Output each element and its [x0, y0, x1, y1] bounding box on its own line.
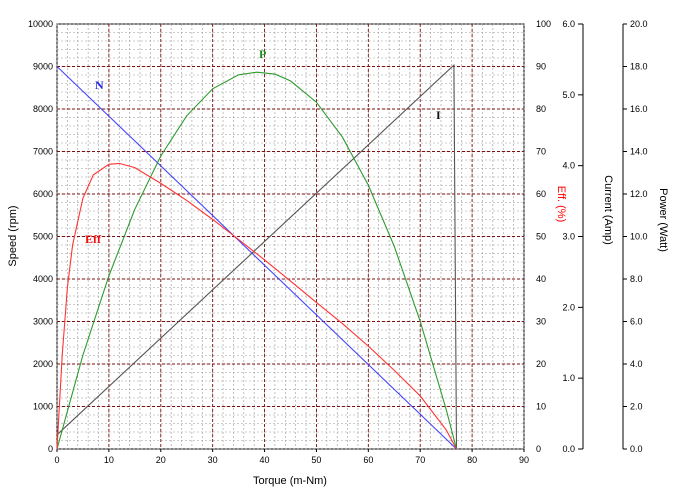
x-tick-label: 70 — [415, 455, 425, 465]
x-axis-title: Torque (m-Nm) — [253, 475, 327, 487]
eff-tick-label: 40 — [536, 274, 546, 284]
power-axis-title: Power (Watt) — [657, 188, 669, 252]
x-tick-label: 40 — [260, 455, 270, 465]
x-tick-label: 60 — [363, 455, 373, 465]
eff-tick-label: 80 — [536, 104, 546, 114]
eff-tick-label: 100 — [536, 19, 551, 29]
x-tick-label: 80 — [467, 455, 477, 465]
power-tick-label: 6.0 — [630, 317, 643, 327]
power-tick-label: 18.0 — [630, 62, 648, 72]
current-tick-label: 5.0 — [562, 90, 575, 100]
series-i-line — [56, 63, 458, 450]
power-tick-label: 0.0 — [630, 444, 643, 454]
power-tick-label: 16.0 — [630, 104, 648, 114]
speed-tick-label: 2000 — [33, 359, 53, 369]
current-tick-label: 1.0 — [562, 373, 575, 383]
x-tick-label: 90 — [519, 455, 529, 465]
eff-axis-title: Eff. (%) — [555, 186, 567, 222]
series-eff-line — [56, 162, 457, 450]
power-tick-label: 20.0 — [630, 19, 648, 29]
speed-tick-label: 5000 — [33, 232, 53, 242]
speed-tick-label: 4000 — [33, 274, 53, 284]
current-tick-label: 2.0 — [562, 302, 575, 312]
speed-tick-label: 3000 — [33, 317, 53, 327]
speed-tick-label: 1000 — [33, 402, 53, 412]
x-tick-label: 0 — [54, 455, 59, 465]
power-tick-label: 2.0 — [630, 402, 643, 412]
x-tick-label: 10 — [104, 455, 114, 465]
series-n-line — [56, 66, 457, 450]
power-tick-label: 14.0 — [630, 147, 648, 157]
grid — [56, 23, 525, 450]
series-i-label: I — [436, 108, 441, 122]
speed-tick-label: 0 — [48, 444, 53, 454]
speed-tick-label: 7000 — [33, 147, 53, 157]
power-tick-label: 10.0 — [630, 232, 648, 242]
series-eff-label: Eff — [85, 232, 102, 246]
series-layer: N I P Eff — [56, 47, 458, 450]
eff-tick-label: 90 — [536, 62, 546, 72]
current-tick-label: 3.0 — [562, 232, 575, 242]
eff-tick-label: 10 — [536, 402, 546, 412]
current-tick-label: 4.0 — [562, 161, 575, 171]
x-tick-label: 30 — [208, 455, 218, 465]
power-tick-label: 12.0 — [630, 189, 648, 199]
eff-tick-label: 30 — [536, 317, 546, 327]
power-tick-label: 8.0 — [630, 274, 643, 284]
speed-tick-label: 8000 — [33, 104, 53, 114]
eff-tick-label: 50 — [536, 232, 546, 242]
current-tick-label: 0.0 — [562, 444, 575, 454]
x-tick-label: 50 — [311, 455, 321, 465]
series-p-line — [56, 71, 458, 450]
current-tick-label: 6.0 — [562, 19, 575, 29]
eff-tick-label: 60 — [536, 189, 546, 199]
eff-tick-label: 20 — [536, 359, 546, 369]
speed-tick-label: 10000 — [28, 19, 53, 29]
x-tick-label: 20 — [156, 455, 166, 465]
eff-tick-label: 0 — [536, 444, 541, 454]
axes-layer: 0 10 20 30 40 50 60 70 80 90010002000300040005000… — [28, 19, 648, 465]
speed-tick-label: 6000 — [33, 189, 53, 199]
power-tick-label: 4.0 — [630, 359, 643, 369]
speed-tick-label: 9000 — [33, 62, 53, 72]
series-n-label: N — [95, 78, 104, 92]
eff-tick-label: 70 — [536, 147, 546, 157]
speed-axis-title: Speed (rpm) — [7, 205, 19, 266]
current-axis-title: Current (Amp) — [602, 175, 614, 245]
series-p-label: P — [259, 47, 266, 61]
